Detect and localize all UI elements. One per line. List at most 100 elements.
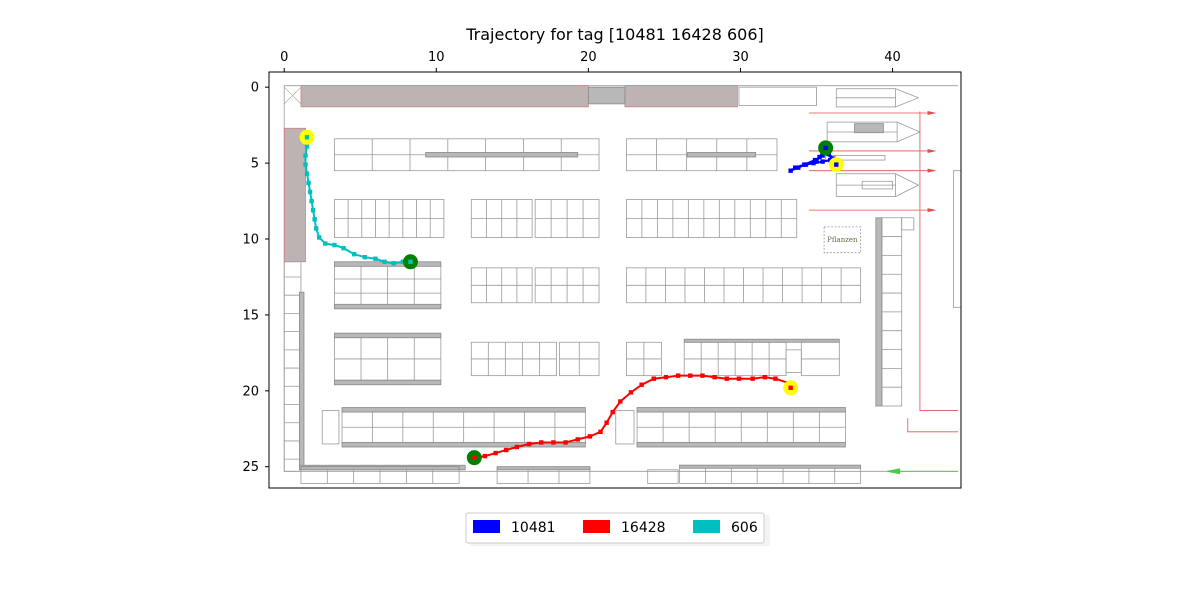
y-tick-label-10: 10 — [242, 233, 259, 248]
trajectory-point-606 — [304, 144, 310, 149]
trajectory-point-606 — [306, 180, 311, 186]
trajectory-point-16428 — [675, 373, 681, 378]
plot-axes: 0 10 20 30 40 0 5 10 15 20 25 — [242, 50, 962, 489]
y-tick-label-20: 20 — [242, 384, 259, 399]
right-door — [952, 170, 962, 308]
shelf-row1-left-strip — [425, 152, 579, 158]
top-wall-left — [300, 85, 589, 108]
plant-area-label: Pflanzen — [827, 236, 858, 244]
store-floorplan-background: Pflanzen — [283, 85, 962, 484]
trajectory-point-606 — [312, 217, 317, 222]
shelf-row4-a-top — [333, 332, 442, 339]
legend-label-10481: 10481 — [511, 520, 556, 536]
trajectory-point-16428 — [628, 390, 634, 395]
checkout-3-cap — [895, 173, 920, 197]
trajectory-point-16428 — [663, 374, 669, 380]
x-tick-label-20: 20 — [580, 50, 597, 65]
plot-series — [299, 129, 844, 466]
shelf-row5-right-top — [636, 407, 846, 413]
x-tick-label-10: 10 — [428, 50, 445, 65]
legend: 10481 16428 606 — [465, 512, 770, 546]
left-wall — [283, 127, 306, 263]
top-wall-middle — [587, 86, 626, 105]
checkout-bar — [825, 155, 886, 161]
trajectory-point-16428 — [724, 376, 729, 381]
trajectory-point-16428 — [526, 441, 532, 447]
exit-route — [919, 111, 958, 411]
shelf-row4-gap — [785, 349, 802, 374]
legend-label-606: 606 — [731, 520, 758, 536]
shelf-bottom-box — [647, 469, 679, 484]
end-point-606 — [408, 259, 413, 264]
trajectory-point-10481 — [802, 162, 807, 167]
trajectory-point-16428 — [610, 409, 615, 415]
trajectory-point-606 — [323, 241, 328, 246]
trajectory-point-10481 — [828, 157, 833, 163]
start-point-606 — [304, 135, 310, 140]
legend-swatch-606 — [693, 520, 720, 533]
shelf-bottom-right-top — [679, 464, 862, 469]
trajectory-point-606 — [373, 256, 378, 261]
legend-swatch-10481 — [473, 520, 500, 533]
trajectory-point-10481 — [796, 165, 801, 170]
left-shelf-strip — [299, 291, 305, 468]
trajectory-point-606 — [362, 255, 368, 260]
exit-arrow — [927, 208, 937, 213]
shelf-right-small — [901, 217, 915, 231]
trajectory-point-16428 — [575, 437, 580, 442]
checkout-1-cap — [895, 88, 920, 108]
entrance-hatch — [283, 86, 302, 105]
trajectory-point-16428 — [504, 447, 509, 453]
trajectory-point-16428 — [493, 450, 498, 456]
shelf-row5-left-bottom — [341, 442, 586, 448]
trajectory-point-16428 — [482, 453, 488, 459]
trajectory-point-16428 — [514, 444, 520, 450]
trajectory-point-16428 — [618, 399, 623, 404]
trajectory-point-16428 — [604, 420, 609, 425]
trajectory-point-606 — [351, 251, 357, 257]
legend-swatch-16428 — [583, 520, 610, 533]
x-tick-label-0: 0 — [280, 50, 288, 65]
trajectory-point-16428 — [598, 429, 603, 435]
y-tick-label-5: 5 — [251, 157, 259, 172]
start-point-16428 — [788, 385, 793, 390]
trajectory-point-606 — [382, 259, 387, 264]
y-tick-label-0: 0 — [251, 81, 259, 96]
y-tick-label-15: 15 — [242, 308, 259, 323]
legend-box — [465, 512, 765, 544]
x-tick-label-30: 30 — [732, 50, 749, 65]
trajectory-point-10481 — [793, 165, 798, 170]
series-606 — [299, 129, 418, 270]
x-tick-label-40: 40 — [884, 50, 901, 65]
trajectory-point-606 — [313, 226, 319, 231]
entrance-arrow — [884, 468, 901, 475]
exit-arrow — [927, 148, 937, 153]
trajectory-point-16428 — [736, 376, 742, 381]
trajectory-point-10481 — [788, 168, 793, 173]
trajectory-point-10481 — [811, 160, 816, 166]
trajectory-point-606 — [341, 245, 346, 251]
trajectory-point-10481 — [814, 159, 819, 164]
trajectory-point-16428 — [773, 376, 778, 381]
start-point-10481 — [834, 162, 839, 167]
shelf-row5-right-bottom — [636, 442, 846, 448]
series-16428 — [466, 373, 799, 466]
trajectory-point-606 — [303, 162, 308, 167]
trajectory-line-606 — [304, 137, 411, 265]
trajectory-point-16428 — [712, 374, 717, 380]
checkout-3-belt — [861, 180, 893, 190]
shelf-row4-e-top — [683, 338, 840, 343]
end-point-16428 — [472, 455, 477, 460]
shelf-row3-a-bottom — [333, 303, 442, 310]
checkout-2-belt — [854, 123, 884, 134]
exit-arrow — [927, 168, 937, 173]
trajectory-point-16428 — [688, 373, 693, 378]
trajectory-point-606 — [307, 189, 313, 195]
series-10481 — [788, 140, 844, 173]
exit-route-2 — [907, 418, 958, 433]
shelf-bottom-mid-top — [496, 466, 591, 471]
end-point-10481 — [823, 145, 828, 151]
shelf-row4-a-bottom — [333, 379, 442, 386]
trajectory-point-10481 — [820, 159, 825, 164]
